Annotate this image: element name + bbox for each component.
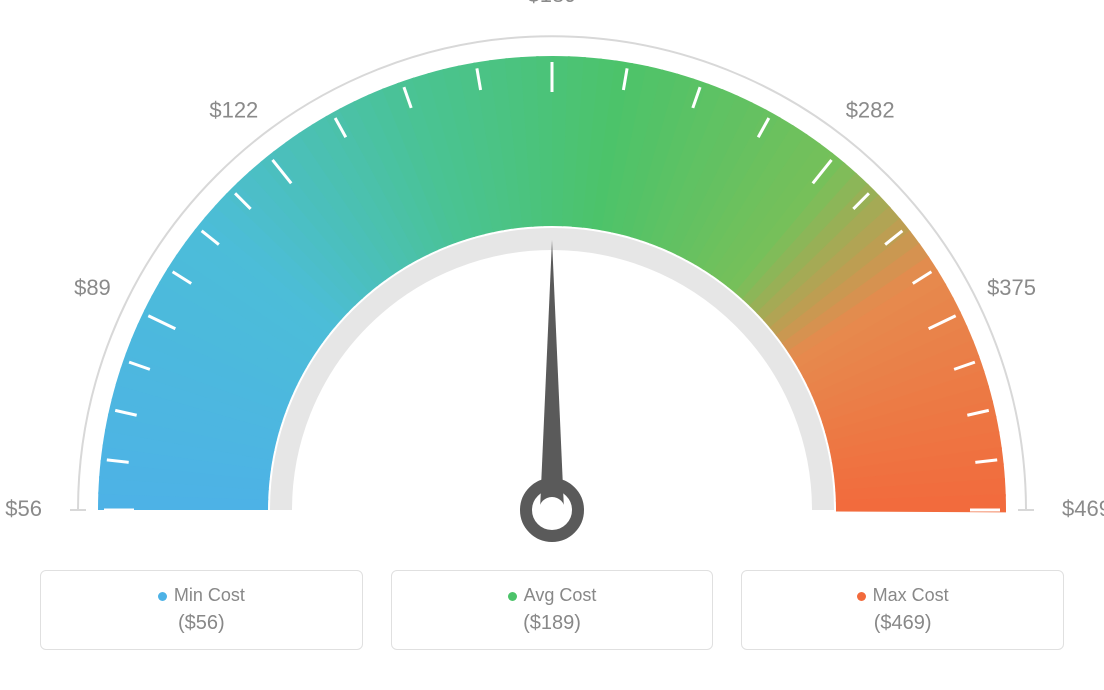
legend-value-avg: ($189)	[402, 612, 703, 635]
legend-card-min: Min Cost ($56)	[40, 570, 363, 650]
legend-row: Min Cost ($56) Avg Cost ($189) Max Cost …	[0, 570, 1104, 650]
legend-card-avg: Avg Cost ($189)	[391, 570, 714, 650]
cost-gauge-chart: $56 $89 $122 $189 $282 $375 $469	[0, 0, 1104, 560]
gauge-label: $89	[74, 275, 111, 300]
gauge-label: $122	[209, 97, 258, 122]
gauge-label: $282	[846, 97, 895, 122]
legend-dot-avg	[508, 592, 517, 601]
legend-title-min: Min Cost	[174, 585, 245, 605]
gauge-label: $56	[5, 496, 42, 521]
legend-title-max: Max Cost	[873, 585, 949, 605]
legend-dot-min	[158, 592, 167, 601]
legend-value-max: ($469)	[752, 612, 1053, 635]
gauge-label: $375	[987, 275, 1036, 300]
gauge-label: $189	[528, 0, 577, 7]
legend-title-avg: Avg Cost	[524, 585, 597, 605]
legend-value-min: ($56)	[51, 612, 352, 635]
gauge-label: $469	[1062, 496, 1104, 521]
legend-card-max: Max Cost ($469)	[741, 570, 1064, 650]
gauge-needle	[540, 240, 564, 510]
legend-dot-max	[857, 592, 866, 601]
